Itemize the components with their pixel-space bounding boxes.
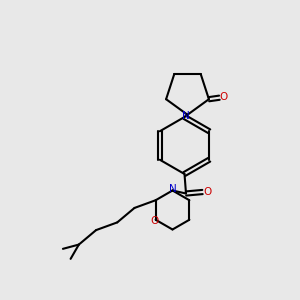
- Text: N: N: [182, 111, 190, 121]
- Text: O: O: [204, 187, 212, 197]
- Text: O: O: [220, 92, 228, 102]
- Text: O: O: [150, 216, 158, 226]
- Text: N: N: [169, 184, 176, 194]
